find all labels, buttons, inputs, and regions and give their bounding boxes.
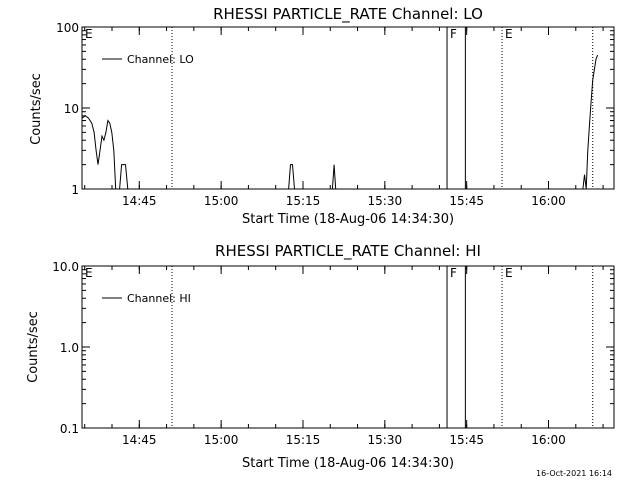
hi-y-tick-label: 0.1 <box>60 422 79 436</box>
lo-x-tick-label: 14:45 <box>122 194 157 208</box>
hi-plot-frame <box>81 265 615 429</box>
hi-x-tick-label: 16:00 <box>531 433 566 447</box>
lo-x-axis-label: Start Time (18-Aug-06 14:34:30) <box>242 212 454 227</box>
lo-event-marker-label: E <box>505 27 513 41</box>
lo-series-line <box>81 54 599 190</box>
lo-y-tick-label: 10 <box>64 102 79 116</box>
lo-channel-panel: RHESSI PARTICLE_RATE Channel: LO Start T… <box>29 5 615 227</box>
lo-x-tick-label: 15:00 <box>204 194 239 208</box>
lo-chart-title: RHESSI PARTICLE_RATE Channel: LO <box>213 5 483 24</box>
hi-y-tick-label: 10.0 <box>52 260 79 274</box>
hi-event-marker-label: E <box>505 266 513 280</box>
hi-x-tick-label: 14:45 <box>122 433 157 447</box>
lo-x-tick-label: 15:45 <box>449 194 484 208</box>
lo-y-axis-label: Counts/sec <box>29 73 44 145</box>
hi-legend-label: Channel: HI <box>127 292 191 305</box>
hi-event-marker-label: E <box>85 266 93 280</box>
lo-x-tick-label: 16:00 <box>531 194 566 208</box>
lo-y-tick-label: 100 <box>56 21 79 35</box>
lo-legend-label: Channel: LO <box>127 53 194 66</box>
hi-x-tick-label: 15:45 <box>449 433 484 447</box>
hi-channel-panel: RHESSI PARTICLE_RATE Channel: HI Start T… <box>26 242 615 471</box>
hi-y-axis-label: Counts/sec <box>26 311 41 383</box>
hi-event-marker-label: F <box>450 266 457 280</box>
hi-x-axis-label: Start Time (18-Aug-06 14:34:30) <box>242 456 454 471</box>
lo-y-tick-label: 1 <box>71 183 79 197</box>
lo-event-marker-label: F <box>450 27 457 41</box>
lo-plot-frame <box>81 26 615 190</box>
hi-x-tick-label: 15:15 <box>286 433 321 447</box>
hi-y-tick-label: 1.0 <box>60 341 79 355</box>
lo-x-tick-label: 15:30 <box>368 194 403 208</box>
lo-event-marker-label: E <box>85 27 93 41</box>
hi-x-tick-label: 15:00 <box>204 433 239 447</box>
footer-timestamp: 16-Oct-2021 16:14 <box>536 469 612 478</box>
lo-x-tick-label: 15:15 <box>286 194 321 208</box>
hi-x-tick-label: 15:30 <box>368 433 403 447</box>
hi-chart-title: RHESSI PARTICLE_RATE Channel: HI <box>215 242 481 261</box>
